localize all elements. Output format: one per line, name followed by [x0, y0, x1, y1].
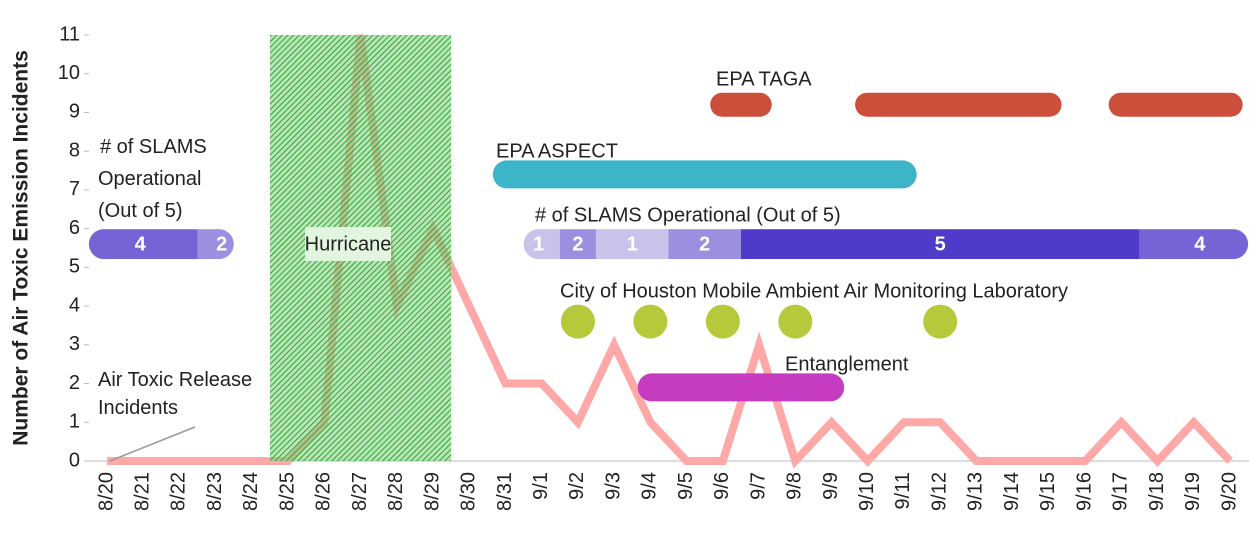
- x-tick-label: 9/14: [1001, 472, 1023, 511]
- mobile-lab-label: City of Houston Mobile Ambient Air Monit…: [560, 280, 1068, 302]
- mobile-lab-dot: [633, 304, 668, 339]
- track-span: [637, 373, 845, 402]
- slams-segment: [523, 229, 560, 260]
- slams-label-line: Operational: [98, 168, 201, 190]
- track-span: [855, 92, 1062, 117]
- y-tick-label: 2: [69, 372, 80, 394]
- x-tick-label: 8/29: [421, 472, 443, 511]
- y-tick-label: 8: [69, 139, 80, 161]
- track-span: [1108, 92, 1243, 117]
- x-tick-label: 9/4: [639, 472, 661, 500]
- y-tick-label: 3: [69, 333, 80, 355]
- mobile-lab-dot: [778, 304, 813, 339]
- slams-label: # of SLAMS Operational (Out of 5): [535, 204, 841, 226]
- x-tick-label: 9/11: [892, 472, 914, 509]
- x-tick-label: 9/18: [1146, 472, 1168, 511]
- slams-value: 2: [699, 233, 710, 255]
- y-tick-label: 11: [59, 23, 80, 45]
- slams-segment: [197, 229, 234, 260]
- y-tick-label: 0: [69, 449, 80, 471]
- x-tick-label: 9/3: [602, 472, 624, 500]
- slams-label-line: (Out of 5): [98, 200, 182, 222]
- series-label-line: Incidents: [98, 397, 178, 419]
- slams-value: 1: [533, 233, 544, 255]
- hurricane-label-bg: [305, 227, 391, 261]
- slams-segment: [740, 229, 1140, 260]
- slams-value: 2: [572, 233, 583, 255]
- x-tick-label: 9/5: [675, 472, 697, 500]
- mobile-lab-dot: [705, 304, 740, 339]
- x-tick-label: 8/24: [240, 472, 262, 511]
- y-tick-label: 6: [69, 217, 80, 239]
- slams-value: 1: [627, 233, 638, 255]
- series-leader: [109, 426, 196, 462]
- track-label: EPA TAGA: [716, 68, 812, 90]
- y-tick-label: 9: [69, 101, 80, 123]
- x-tick-label: 8/26: [313, 472, 335, 511]
- slams-segment: [668, 229, 741, 260]
- x-tick-label: 9/7: [747, 472, 769, 500]
- track-span: [710, 92, 772, 117]
- x-tick-label: 8/21: [132, 472, 154, 511]
- hurricane-label: Hurricane: [305, 233, 392, 255]
- x-tick-label: 9/9: [820, 472, 842, 500]
- x-tick-label: 9/19: [1182, 472, 1204, 511]
- x-tick-label: 9/16: [1073, 472, 1095, 511]
- y-axis-title: Number of Air Toxic Emission Incidents: [10, 50, 33, 446]
- y-tick-label: 1: [69, 411, 80, 433]
- x-tick-label: 8/28: [385, 472, 407, 511]
- slams-segment: [596, 229, 669, 260]
- x-tick-label: 9/12: [928, 472, 950, 511]
- x-tick-label: 8/27: [349, 472, 371, 511]
- slams-segment: [88, 229, 198, 260]
- y-tick-label: 5: [69, 256, 80, 278]
- mobile-lab-dot: [560, 304, 595, 339]
- y-tick-label: 10: [58, 62, 80, 84]
- x-tick-label: 8/25: [276, 472, 298, 511]
- x-tick-label: 8/22: [168, 472, 190, 511]
- x-tick-label: 9/8: [784, 472, 806, 500]
- x-tick-label: 9/15: [1037, 472, 1059, 511]
- slams-segment: [559, 229, 597, 260]
- slams-value: 4: [135, 233, 147, 255]
- series-label-line: Air Toxic Release: [98, 369, 252, 391]
- x-tick-label: 9/2: [566, 472, 588, 500]
- x-tick-label: 9/10: [856, 472, 878, 511]
- x-tick-label: 8/31: [494, 472, 516, 511]
- mobile-lab-dot: [923, 304, 958, 339]
- x-tick-label: 8/23: [204, 472, 226, 511]
- slams-value: 5: [935, 233, 946, 255]
- series-label: Air Toxic Release Incidents: [98, 369, 252, 419]
- x-tick-label: 9/13: [965, 472, 987, 511]
- x-tick-label: 9/6: [711, 472, 733, 500]
- track-label: EPA ASPECT: [496, 140, 618, 162]
- track-label: Entanglement: [785, 353, 909, 375]
- slams-label-left: # of SLAMS Operational (Out of 5): [98, 136, 207, 222]
- x-tick-label: 9/20: [1218, 472, 1240, 511]
- slams-value: 2: [216, 233, 227, 255]
- slams-segment: [1139, 229, 1249, 260]
- slams-label-line: # of SLAMS: [100, 136, 207, 158]
- slams-value: 4: [1194, 233, 1206, 255]
- x-tick-label: 9/17: [1110, 472, 1132, 511]
- track-span: [492, 160, 917, 189]
- x-tick-label: 8/30: [458, 472, 480, 511]
- y-tick-label: 4: [69, 294, 80, 316]
- y-tick-label: 7: [69, 178, 80, 200]
- x-tick-label: 9/1: [530, 472, 552, 500]
- x-tick-label: 8/20: [95, 472, 117, 511]
